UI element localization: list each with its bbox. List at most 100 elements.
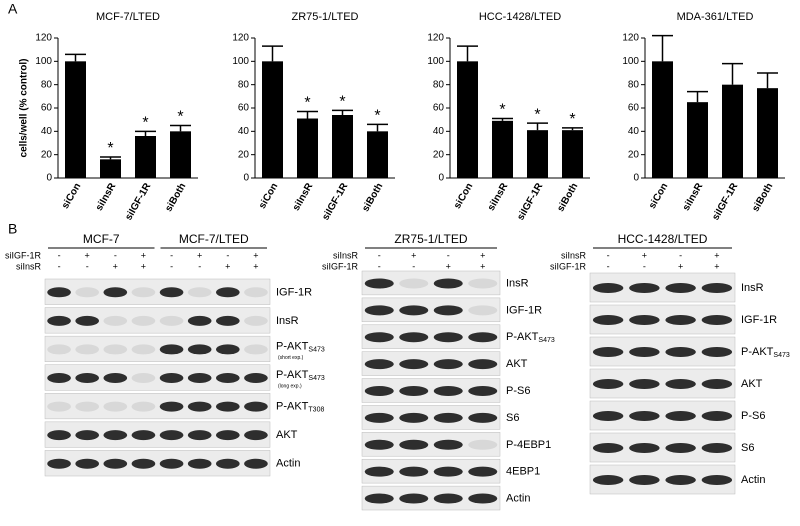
chart-title: ZR75-1/LTED [291,11,358,23]
bar [100,159,121,178]
blot-band [364,305,394,316]
treatment-sign: - [198,261,201,271]
blot-row-label: P-AKTS473 [741,346,790,359]
blot-band [665,379,696,389]
blot-band [75,458,99,469]
blot-band [399,466,429,477]
blot-strip [361,297,501,323]
y-tick-label: 20 [628,149,640,160]
blot-band [47,315,71,326]
blot-row-label: InsR [276,315,299,327]
significance-mark: * [339,94,345,111]
y-tick-label: 20 [238,149,250,160]
blot-band [75,373,99,383]
treatment-sign: + [480,250,485,260]
blot-row-label: Actin [506,492,530,504]
y-tick-label: 100 [232,56,249,67]
protein-name: IGF-1R [276,286,312,298]
blot-band [187,344,212,355]
protein-name: S6 [741,442,754,454]
significance-mark: * [569,111,575,128]
protein-name: InsR [741,282,764,294]
blot-band [103,373,128,383]
blot-row-label: S6 [506,412,519,424]
blot-row-label: AKT [276,429,298,441]
blot-band [75,315,99,326]
blot-band [433,305,463,316]
blot-row-label: AKT [741,378,763,390]
x-tick-label: siInsR [291,181,316,213]
blot-strip [361,270,501,296]
blot-band [159,315,184,326]
protein-name: P-AKT [276,369,309,381]
y-tick-label: 80 [238,79,250,90]
blot-band [244,315,268,326]
blot-band [701,443,733,453]
blot-strip [361,378,501,403]
blot-band [399,278,429,289]
blot-band [399,386,429,396]
blot-band [216,373,240,383]
treatment-sign: - [170,261,173,271]
blot-row-label: InsR [506,277,529,289]
error-bar [100,156,121,160]
x-tick-label: siCon [257,181,280,211]
bar [722,84,743,178]
y-tick-label: 20 [433,149,445,160]
blot-row-label: P-AKTS473 [276,340,325,353]
error-bar [652,34,673,62]
error-bar [722,62,743,85]
blot-band [468,466,498,477]
blot-band [244,287,268,298]
treatment-sign: + [714,250,719,260]
x-tick-label: siCon [452,181,475,211]
treatment-label: siInsR [333,250,359,260]
blot-band [665,283,696,293]
treatment-label: siIGF-1R [322,261,359,271]
treatment-sign: + [141,261,146,271]
error-bar [297,110,318,119]
treatment-sign: - [114,250,117,260]
blot-band [701,379,733,389]
blot-band [75,430,99,441]
blot-band [468,386,498,396]
site-subscript: S473 [773,352,789,359]
blot-band [216,401,240,412]
bar [65,61,86,179]
blot-row-label: P-S6 [506,385,530,397]
y-tick-label: 60 [628,103,640,114]
blot-band [103,458,128,469]
bar [367,131,388,178]
blot-band [629,347,660,357]
y-tick-label: 100 [35,56,52,67]
blot-row-label: P-4EBP1 [506,439,551,451]
bar [262,61,283,179]
error-bar [65,53,86,62]
blot-band [364,359,394,370]
blot-band [399,332,429,343]
blot-band [701,283,733,293]
protein-name: P-AKT [276,340,309,352]
blot-band [131,315,156,326]
blot-band [399,439,429,450]
blot-band [364,278,394,289]
blot-band [629,411,660,421]
protein-name: IGF-1R [506,304,542,316]
blot-band [103,344,128,355]
y-tick-label: 60 [41,103,53,114]
blot-band [433,439,463,450]
treatment-sign: - [58,250,61,260]
blot-row-label: IGF-1R [741,314,777,326]
blot-band [187,315,212,326]
treatment-sign: + [714,261,719,271]
blot-band [433,386,463,396]
protein-name: P-4EBP1 [506,439,551,451]
blot-strip [361,458,501,484]
treatment-sign: + [253,250,258,260]
blot-band [399,493,429,504]
treatment-sign: - [607,250,610,260]
blot-band [701,411,733,421]
error-bar [262,45,283,62]
site-subscript: S473 [538,337,554,344]
blot-band [47,373,71,383]
